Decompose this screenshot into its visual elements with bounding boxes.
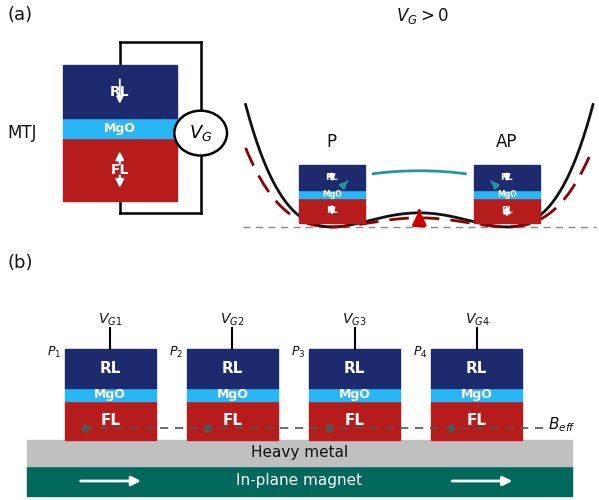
Text: $P_1$: $P_1$	[47, 344, 61, 360]
Text: $V_G > 0$: $V_G > 0$	[396, 6, 449, 26]
Text: MgO: MgO	[322, 190, 341, 198]
Text: AP: AP	[496, 133, 518, 151]
Text: P: P	[326, 133, 337, 151]
Text: (b): (b)	[7, 254, 33, 272]
Circle shape	[174, 110, 227, 156]
Bar	[187, 349, 278, 388]
Bar	[431, 388, 522, 401]
Text: $V_G$: $V_G$	[189, 123, 213, 143]
Bar	[27, 440, 572, 466]
Text: FL: FL	[111, 162, 129, 176]
Text: FL: FL	[501, 206, 513, 215]
Text: MTJ: MTJ	[7, 124, 37, 142]
Text: MgO: MgO	[216, 388, 249, 401]
Text: FL: FL	[344, 413, 365, 428]
Bar	[65, 401, 156, 440]
Bar	[474, 198, 540, 223]
Bar	[65, 349, 156, 388]
Bar	[299, 165, 365, 190]
Text: FL: FL	[467, 413, 487, 428]
Text: RL: RL	[110, 84, 129, 98]
Text: $V_{G2}$: $V_{G2}$	[220, 312, 244, 328]
Text: FL: FL	[326, 206, 338, 215]
Bar	[63, 138, 177, 202]
Bar	[187, 388, 278, 401]
Text: RL: RL	[344, 361, 365, 376]
Text: RL: RL	[466, 361, 488, 376]
Bar	[299, 198, 365, 223]
Bar	[65, 388, 156, 401]
Text: Heavy metal: Heavy metal	[251, 446, 348, 460]
Text: MgO: MgO	[94, 388, 126, 401]
Text: MgO: MgO	[497, 190, 517, 198]
Bar	[474, 165, 540, 190]
Text: FL: FL	[100, 413, 120, 428]
Bar	[299, 190, 365, 198]
Text: $P_2$: $P_2$	[169, 344, 183, 360]
Text: MgO: MgO	[338, 388, 371, 401]
Text: $P_4$: $P_4$	[413, 344, 428, 360]
Text: $V_{G3}$: $V_{G3}$	[343, 312, 367, 328]
Text: $V_{G1}$: $V_{G1}$	[98, 312, 122, 328]
Text: MgO: MgO	[461, 388, 493, 401]
Text: FL: FL	[222, 413, 243, 428]
Text: RL: RL	[501, 173, 513, 182]
Bar	[431, 401, 522, 440]
Text: $V_{G4}$: $V_{G4}$	[464, 312, 489, 328]
Bar	[27, 466, 572, 496]
Bar	[309, 401, 400, 440]
Bar	[474, 190, 540, 198]
Text: (a): (a)	[7, 6, 32, 24]
Bar	[187, 401, 278, 440]
Bar	[309, 349, 400, 388]
Text: In-plane magnet: In-plane magnet	[237, 474, 362, 488]
Bar	[63, 118, 177, 138]
Bar	[63, 65, 177, 118]
Bar	[309, 388, 400, 401]
Text: MgO: MgO	[104, 122, 136, 134]
Bar	[431, 349, 522, 388]
Text: RL: RL	[99, 361, 121, 376]
Text: $P_3$: $P_3$	[291, 344, 305, 360]
Text: $B_{eff}$: $B_{eff}$	[548, 415, 576, 434]
Text: RL: RL	[222, 361, 243, 376]
Text: RL: RL	[325, 173, 338, 182]
